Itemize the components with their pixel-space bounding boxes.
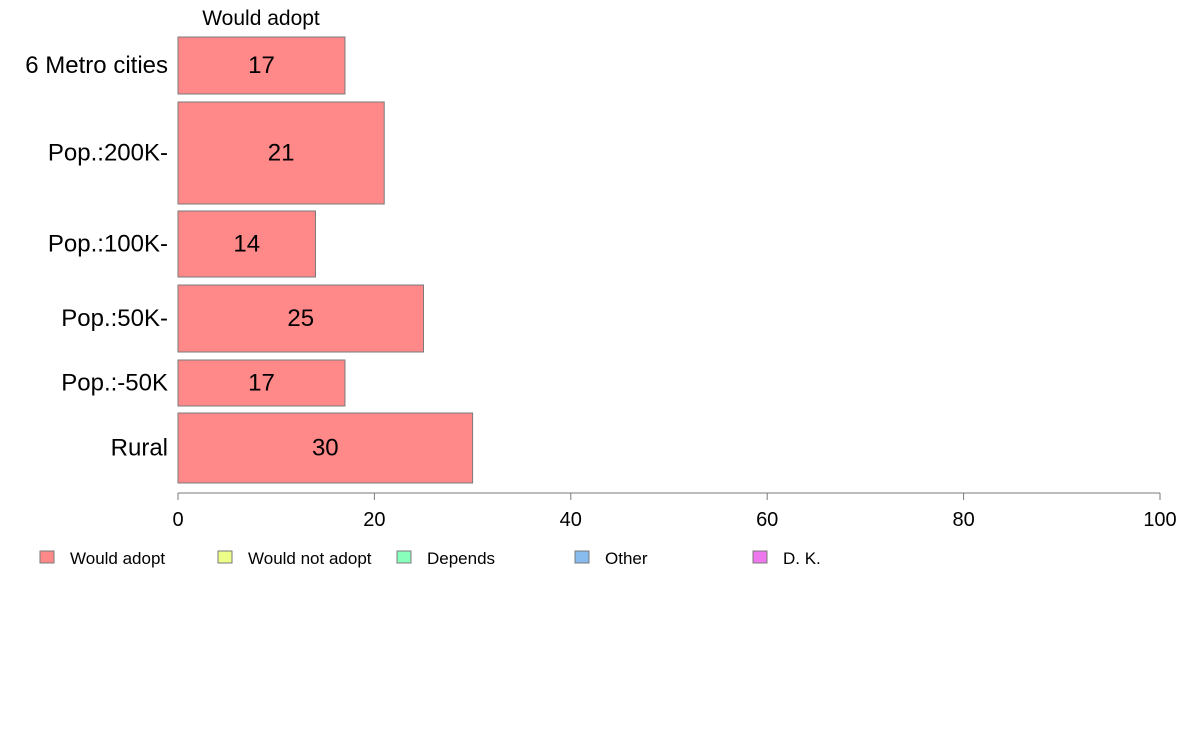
value-label: 21 [268,140,295,167]
x-tick-label: 100 [1143,509,1176,531]
legend-swatch [396,550,412,564]
x-tick-label: 0 [172,509,183,531]
bar [177,101,385,205]
legend-label: Other [605,549,648,568]
legend-label: Would adopt [70,549,165,568]
value-label: 17 [248,370,275,397]
legend-swatch [574,550,590,564]
value-label: 17 [248,52,275,79]
category-label: Pop.:50K- [61,305,168,332]
x-tick-label: 80 [952,509,974,531]
value-label: 14 [233,231,260,258]
category-label: Pop.:200K- [48,140,168,167]
category-label: Pop.:-50K [61,370,168,397]
category-label: 6 Metro cities [25,52,168,79]
legend-label: Would not adopt [248,549,372,568]
x-tick-label: 60 [756,509,778,531]
legend-swatch [39,550,55,564]
legend-swatch [752,550,768,564]
value-label: 30 [312,435,339,462]
value-label: 25 [287,305,314,332]
legend-label: Depends [427,549,495,568]
legend-label: D. K. [783,549,821,568]
bar [177,359,346,407]
legend-swatch [217,550,233,564]
bar [177,412,474,484]
bar [177,210,316,278]
bar [177,36,346,95]
category-label: Rural [111,435,168,462]
bar [177,284,424,353]
x-tick-label: 20 [363,509,385,531]
x-tick-label: 40 [560,509,582,531]
category-label: Pop.:100K- [48,231,168,258]
column-header: Would adopt [202,7,320,30]
